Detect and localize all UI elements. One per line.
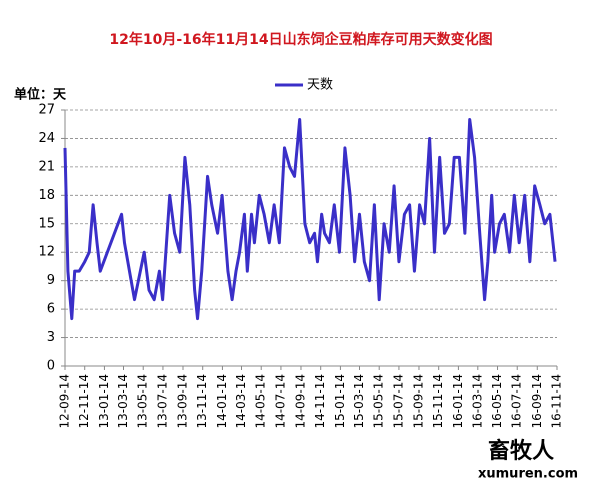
y-tick-label: 18 <box>38 188 55 203</box>
x-tick-label: 13-03-14 <box>116 374 130 428</box>
x-tick-label: 14-03-14 <box>234 374 248 428</box>
x-tick-label: 14-07-14 <box>273 374 287 428</box>
x-tick-label: 15-03-14 <box>352 374 366 428</box>
x-tick-label: 15-05-14 <box>372 374 386 428</box>
y-tick-label: 27 <box>38 103 55 118</box>
y-tick-label: 3 <box>47 330 55 345</box>
x-tick-label: 13-11-14 <box>195 374 209 428</box>
y-axis-label: 单位：天 <box>14 87 67 103</box>
legend-label: 天数 <box>307 78 333 93</box>
x-tick-label: 16-07-14 <box>510 374 524 428</box>
logo-name: 畜牧人 <box>488 438 554 464</box>
x-tick-label: 13-05-14 <box>136 374 150 428</box>
x-tick-label: 12-09-14 <box>58 374 72 428</box>
x-tick-label: 16-05-14 <box>490 374 504 428</box>
x-tick-label: 13-01-14 <box>97 374 111 428</box>
logo-url: xumuren.com <box>478 467 578 482</box>
x-tick-label: 14-09-14 <box>293 374 307 428</box>
x-tick-label: 14-11-14 <box>313 374 327 428</box>
x-tick-label: 13-07-14 <box>155 374 169 428</box>
x-tick-label: 16-01-14 <box>451 374 465 428</box>
chart-title: 12年10月-16年11月14日山东饲企豆粕库存可用天数变化图 <box>109 31 492 48</box>
data-line <box>63 117 557 321</box>
x-tick-label: 12-11-14 <box>77 374 91 428</box>
x-tick-label: 16-03-14 <box>470 374 484 428</box>
x-tick-label: 16-11-14 <box>550 374 564 428</box>
y-tick-label: 24 <box>38 131 55 146</box>
y-tick-label: 15 <box>38 216 55 231</box>
x-tick-label: 15-07-14 <box>391 374 405 428</box>
y-tick-label: 21 <box>38 159 55 174</box>
y-tick-label: 12 <box>38 245 55 260</box>
x-tick-label: 15-09-14 <box>411 374 425 428</box>
x-tick-label: 15-01-14 <box>333 374 347 428</box>
y-tick-label: 9 <box>47 273 55 288</box>
x-tick-label: 15-11-14 <box>431 374 445 428</box>
y-tick-label: 6 <box>47 302 55 317</box>
x-tick-label: 13-09-14 <box>175 374 189 428</box>
y-tick-label: 0 <box>47 359 55 374</box>
x-tick-label: 14-05-14 <box>254 374 268 428</box>
x-tick-label: 16-09-14 <box>530 374 544 428</box>
x-tick-label: 14-01-14 <box>215 374 229 428</box>
